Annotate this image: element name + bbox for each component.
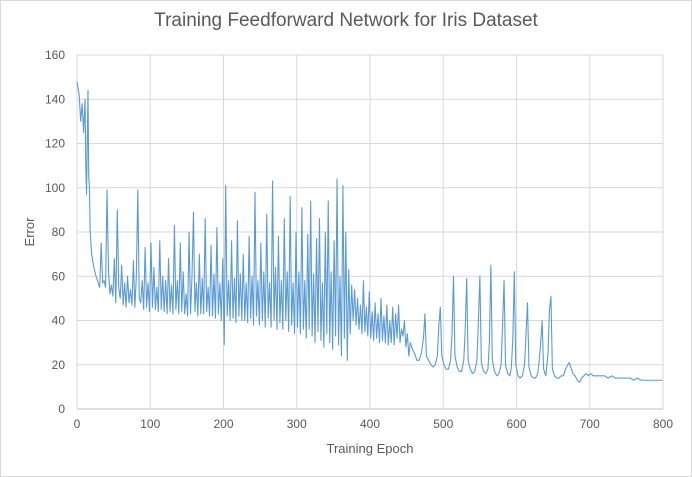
y-tick-label: 120 xyxy=(45,137,65,151)
y-tick-label: 160 xyxy=(45,48,65,62)
series-group xyxy=(76,81,663,383)
series-line xyxy=(76,81,663,383)
x-tick-label: 0 xyxy=(74,417,81,431)
gridlines xyxy=(76,54,664,410)
y-tick-label: 20 xyxy=(52,358,66,372)
x-tick-label: 400 xyxy=(360,417,380,431)
y-tick-label: 80 xyxy=(52,225,66,239)
x-axis-label: Training Epoch xyxy=(327,441,414,456)
y-axis-label: Error xyxy=(22,217,37,247)
y-tick-label: 40 xyxy=(52,314,66,328)
x-tick-label: 100 xyxy=(140,417,160,431)
y-tick-label: 140 xyxy=(45,92,65,106)
y-axis-ticks: 0 20 40 60 80 100 120 140 160 xyxy=(45,48,65,416)
x-axis-ticks: 0 100 200 300 400 500 600 700 800 xyxy=(74,417,674,431)
x-tick-label: 300 xyxy=(287,417,307,431)
y-tick-label: 60 xyxy=(52,269,66,283)
x-tick-label: 800 xyxy=(653,417,673,431)
chart-title: Training Feedforward Network for Iris Da… xyxy=(154,10,538,31)
x-tick-label: 700 xyxy=(580,417,600,431)
y-tick-label: 100 xyxy=(45,181,65,195)
x-tick-label: 500 xyxy=(433,417,453,431)
y-tick-label: 0 xyxy=(58,402,65,416)
x-tick-label: 200 xyxy=(213,417,233,431)
x-tick-label: 600 xyxy=(506,417,526,431)
